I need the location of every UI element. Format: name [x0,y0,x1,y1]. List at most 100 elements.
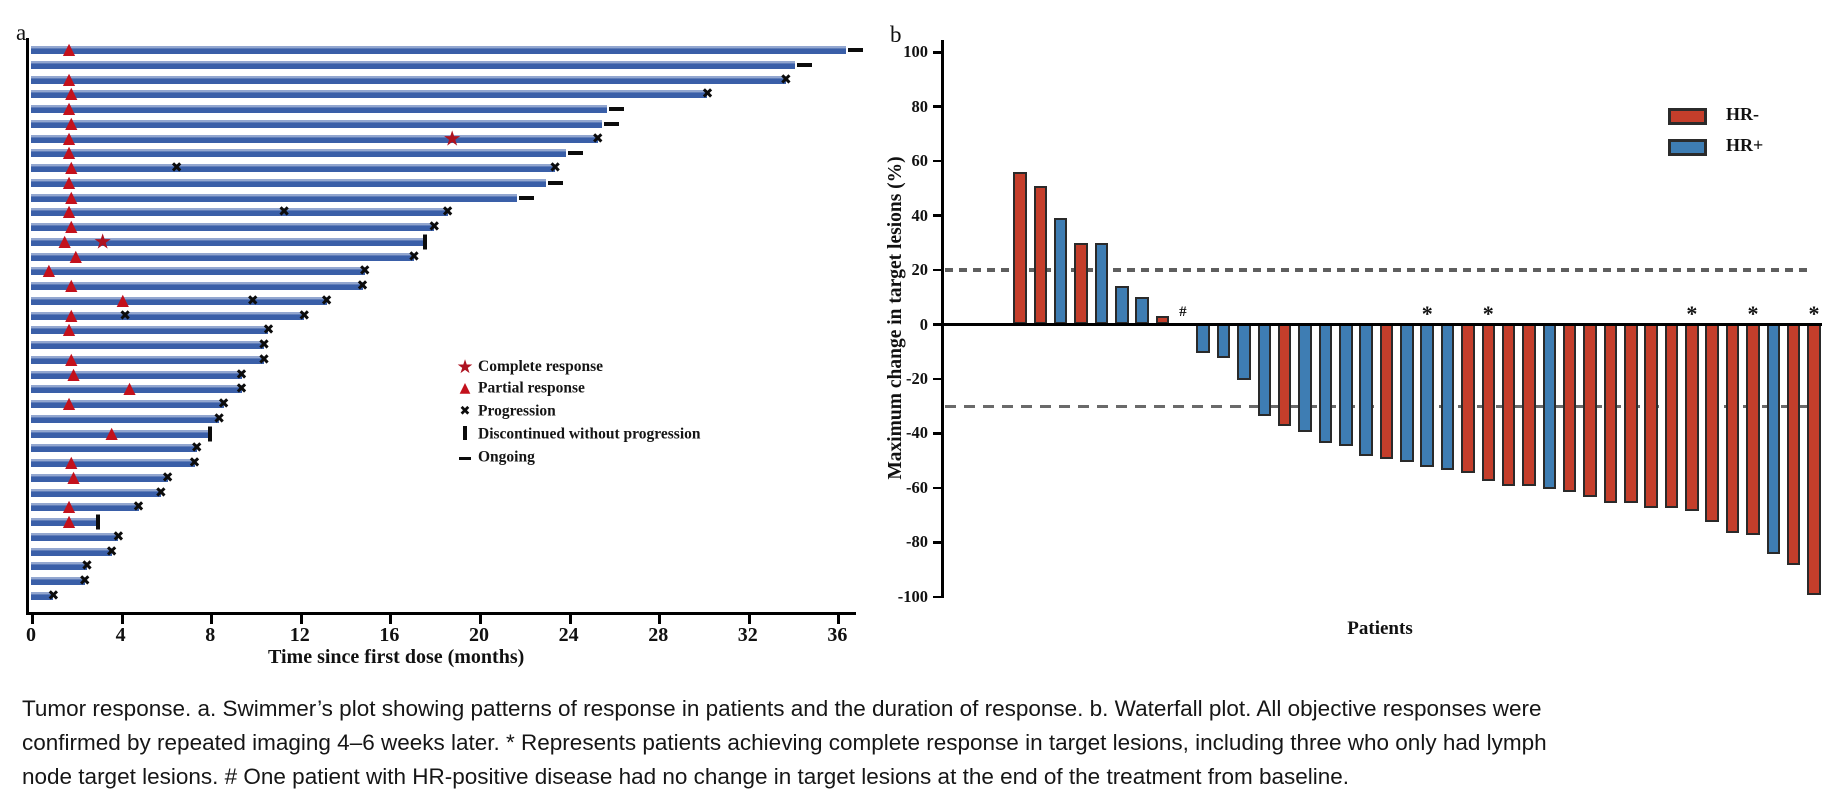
swimmer-legend-label: Progression [478,402,556,420]
panel-a-label: a [16,20,27,45]
progression-marker: ✖ [591,130,604,147]
swimmer-bar [31,370,242,379]
swimmer-bar [31,326,269,335]
swimmer-bar [31,60,795,69]
panel-a-tick-label: 12 [289,624,310,646]
swimmer-bar [31,178,547,187]
panel-b-axis-tick [933,323,941,326]
ongoing-marker [604,121,620,126]
partial-response-marker: ▲ [62,142,76,162]
swimmer-bar [31,400,224,408]
star-legend-icon: ★ [456,356,474,378]
panel-a-axis-tick [837,615,841,624]
panel-a-x-axis-title: Time since first dose (months) [268,646,525,668]
partial-response-marker: ▲ [105,422,118,442]
reference-line-plus20 [945,268,1811,273]
swimmer-bar [31,105,607,113]
swimmer-bar [31,459,195,467]
waterfall-bar [1379,323,1394,460]
panel-b-tick-label: -80 [906,532,928,552]
panel-b-axis-tick [933,159,941,163]
complete-response-star-annotation: * [1482,301,1494,326]
swimmer-bar [31,473,168,482]
progression-marker: ✖ [170,160,183,176]
progression-marker: ✖ [262,322,275,339]
ongoing-marker [519,195,535,200]
panel-b-label: b [890,22,902,47]
panel-a-axis-tick [31,615,34,624]
swimmer-legend-label: Partial response [478,379,585,397]
swimmer-bar [31,252,415,261]
ongoing-marker [568,151,584,156]
partial-response-marker: ▲ [67,466,80,486]
panel-b-x-axis-title: Patients [1347,618,1413,639]
partial-response-marker: ▲ [65,452,78,471]
complete-response-marker: ★ [93,229,113,254]
swimmer-bar [31,577,85,585]
waterfall-legend-label: HR- [1726,104,1759,124]
progression-marker: ✖ [119,307,131,324]
ongoing-marker [796,62,812,67]
swimmer-bar [31,414,220,423]
waterfall-bar [1339,323,1353,446]
waterfall-bar [1583,323,1597,498]
swimmer-bar [31,75,786,84]
swimmer-bar [31,208,448,217]
swimmer-legend-item: ▲ Partial response [452,379,752,402]
waterfall-bar [1624,323,1638,503]
progression-marker: ✖ [320,292,333,309]
swimmer-bar [31,223,435,231]
panel-a-tick-label: 36 [827,624,848,646]
panel-b-tick-label: -20 [906,368,928,388]
progression-marker: ✖ [105,543,118,560]
ongoing-marker [548,180,564,185]
waterfall-bar [1481,323,1496,481]
panel-b-zero-baseline [941,322,1822,326]
panel-b-tick-label: -40 [906,423,928,443]
waterfall-bar [1196,323,1210,353]
swimmer-bar [31,296,327,305]
progression-marker: ✖ [47,587,60,604]
caption-line: node target lesions. # One patient with … [22,764,1350,789]
progression-marker: ✖ [408,248,420,265]
panel-b-axis-tick [933,377,941,381]
partial-response-marker: ▲ [62,496,76,516]
swimmer-bar [31,149,567,158]
swimmer-bar [31,46,847,54]
waterfall-bar [1766,323,1781,555]
swimmer-bar [31,591,54,600]
dash-legend-icon [452,448,478,467]
swimmer-legend-item: Ongoing [452,448,752,471]
panel-b-tick-label: 100 [903,42,928,62]
waterfall-bar [1053,218,1068,325]
panel-a-axis-tick [658,615,662,624]
panel-a-axis-tick [747,615,751,624]
complete-response-marker: ★ [442,126,462,150]
complete-response-star-annotation: * [1808,301,1820,326]
panel-b-tick-label: -60 [906,477,928,497]
waterfall-bar [1501,323,1516,487]
waterfall-bar [1562,323,1577,492]
progression-marker: ✖ [356,278,369,294]
waterfall-bar [1685,323,1699,511]
partial-response-marker: ▲ [62,393,76,412]
swimmer-bar [31,532,119,541]
waterfall-bar [1786,323,1801,566]
partial-response-marker: ▲ [65,216,78,235]
partial-response-marker: ▲ [65,304,78,324]
partial-response-marker: ▲ [65,186,78,206]
ongoing-marker [848,48,864,52]
progression-marker: ✖ [213,410,226,427]
progression-marker: ✖ [428,219,441,235]
progression-marker: ✖ [235,381,248,398]
waterfall-bar [1705,323,1719,522]
waterfall-legend-swatch [1668,108,1707,125]
complete-response-star-annotation: * [1686,301,1698,326]
discontinued-marker [95,514,100,530]
panel-a-tick-label: 32 [737,624,758,646]
waterfall-bar [1257,323,1272,416]
partial-response-marker: ▲ [58,230,71,250]
waterfall-bar [1440,323,1455,470]
partial-response-marker: ▲ [116,289,129,309]
